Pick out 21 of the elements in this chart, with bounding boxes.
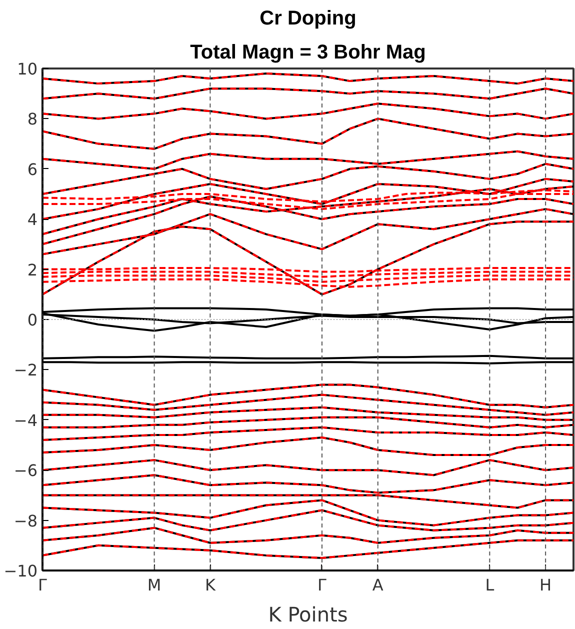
- chart-subtitle: Total Magn = 3 Bohr Mag: [190, 42, 426, 64]
- y-tick-label: 4: [27, 210, 38, 230]
- x-tick-label: M: [147, 576, 162, 594]
- y-tick-label: −8: [14, 511, 38, 530]
- x-tick-label: K: [204, 576, 216, 594]
- x-tick-label: L: [485, 576, 494, 594]
- x-tick-label: H: [540, 576, 552, 594]
- y-tick-label: −2: [14, 360, 38, 380]
- y-tick-label: 6: [27, 160, 38, 179]
- y-tick-label: 8: [27, 110, 38, 129]
- x-tick-label: A: [372, 576, 384, 594]
- y-tick-label: 0: [27, 310, 38, 330]
- y-tick-label: −6: [14, 461, 38, 480]
- y-tick-label: 10: [17, 60, 38, 78]
- x-tick-label: Γ: [38, 576, 48, 594]
- y-tick-label: 2: [27, 260, 38, 280]
- y-tick-label: −4: [14, 410, 38, 430]
- x-tick-label: Γ: [318, 576, 327, 594]
- y-tick-label: −10: [4, 562, 38, 580]
- x-axis-title: K Points: [268, 602, 348, 626]
- chart-title: Cr Doping: [260, 8, 356, 30]
